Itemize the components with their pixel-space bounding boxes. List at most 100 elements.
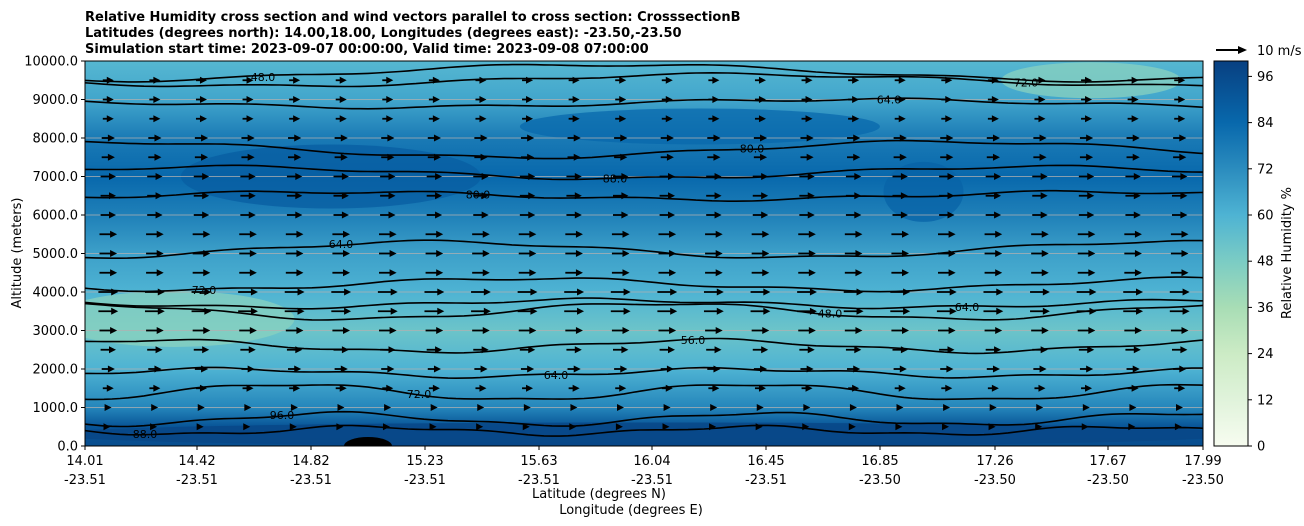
wind-vector bbox=[890, 288, 911, 296]
x-tick-label-longitude: -23.50 bbox=[1182, 473, 1224, 488]
wind-vector bbox=[332, 230, 351, 238]
wind-vector bbox=[474, 134, 488, 142]
wind-vector bbox=[566, 192, 582, 200]
quiver-key-arrow-head bbox=[1238, 46, 1247, 54]
colorbar-tick-label: 36 bbox=[1257, 301, 1274, 316]
wind-vector bbox=[893, 134, 907, 142]
wind-vector bbox=[144, 307, 165, 315]
wind-vector bbox=[193, 211, 210, 219]
wind-vector bbox=[708, 115, 720, 123]
wind-vector bbox=[193, 346, 210, 354]
wind-vector bbox=[848, 384, 860, 392]
wind-vector bbox=[100, 192, 116, 200]
wind-vector bbox=[566, 211, 582, 219]
wind-vector bbox=[614, 153, 628, 161]
wind-vector bbox=[941, 384, 953, 392]
wind-vector bbox=[426, 346, 443, 354]
wind-vector bbox=[473, 173, 489, 180]
wind-vector bbox=[101, 153, 115, 161]
wind-vector bbox=[151, 404, 159, 411]
wind-vector bbox=[1170, 327, 1189, 334]
contour-label: 64.0 bbox=[877, 94, 902, 107]
y-tick-label: 1000.0 bbox=[33, 401, 79, 416]
wind-vector bbox=[1124, 269, 1142, 277]
wind-vector bbox=[148, 134, 162, 142]
wind-vector bbox=[941, 76, 953, 84]
wind-vector bbox=[661, 96, 673, 103]
colorbar-tick-label: 60 bbox=[1257, 209, 1274, 224]
y-axis: 0.0 1000.0 2000.0 3000.0 4000.0 5000.0 6000.0 7… bbox=[24, 55, 85, 455]
wind-vector bbox=[100, 173, 116, 180]
wind-vector bbox=[518, 269, 537, 277]
x-tick-label-latitude: 14.82 bbox=[292, 454, 329, 469]
wind-vector bbox=[191, 307, 212, 315]
wind-vector bbox=[710, 404, 718, 411]
wind-vector bbox=[613, 192, 629, 200]
wind-vector bbox=[939, 192, 955, 200]
wind-vector bbox=[937, 230, 956, 238]
wind-vector bbox=[102, 96, 114, 103]
wind-vector bbox=[799, 173, 815, 180]
wind-vector bbox=[147, 192, 163, 200]
wind-vector bbox=[941, 115, 953, 123]
wind-vector bbox=[424, 288, 445, 296]
wind-vector bbox=[659, 211, 675, 219]
wind-vector bbox=[196, 423, 204, 431]
wind-vector bbox=[754, 96, 766, 103]
wind-vector bbox=[1127, 115, 1139, 123]
wind-vector bbox=[754, 76, 766, 84]
wind-vector bbox=[1173, 134, 1187, 142]
wind-vector bbox=[847, 134, 861, 142]
wind-vector bbox=[658, 327, 677, 334]
wind-vector bbox=[987, 96, 999, 103]
wind-vector bbox=[148, 365, 162, 373]
wind-vector bbox=[705, 230, 723, 238]
wind-vector bbox=[843, 307, 864, 315]
wind-vector bbox=[801, 96, 813, 103]
wind-vector bbox=[705, 269, 723, 277]
contour-label: 48.0 bbox=[251, 71, 276, 84]
wind-vector bbox=[424, 307, 445, 315]
x-tick-label-longitude: -23.50 bbox=[1087, 473, 1129, 488]
x-tick-label-latitude: 17.26 bbox=[976, 454, 1013, 469]
wind-vector bbox=[1078, 192, 1095, 200]
wind-vector bbox=[99, 230, 118, 238]
wind-vector bbox=[848, 76, 860, 84]
wind-vector bbox=[239, 230, 257, 238]
wind-vector bbox=[568, 384, 580, 392]
wind-vector bbox=[1033, 134, 1047, 142]
wind-vector bbox=[937, 327, 956, 334]
wind-vector bbox=[708, 384, 720, 392]
contour-line bbox=[85, 63, 1203, 83]
wind-vector bbox=[192, 250, 211, 257]
wind-vector bbox=[289, 96, 301, 103]
wind-vector bbox=[1125, 173, 1141, 180]
wind-vector bbox=[1125, 211, 1141, 219]
wind-vector bbox=[1031, 327, 1049, 334]
wind-vector bbox=[285, 327, 304, 334]
wind-vector bbox=[1032, 346, 1048, 354]
wind-vector bbox=[660, 134, 674, 142]
wind-vector bbox=[567, 365, 581, 373]
y-tick-label: 10000.0 bbox=[24, 55, 78, 70]
wind-vector bbox=[1034, 96, 1046, 103]
wind-vector bbox=[564, 288, 585, 296]
colorbar-label: Relative Humidity % bbox=[1280, 187, 1295, 319]
wind-vector bbox=[285, 269, 304, 277]
wind-vector bbox=[382, 384, 394, 392]
x-tick-label-latitude: 15.23 bbox=[406, 454, 443, 469]
wind-vector bbox=[660, 365, 674, 373]
wind-vector bbox=[847, 365, 861, 373]
wind-vector bbox=[565, 327, 583, 334]
wind-vector bbox=[244, 404, 252, 411]
wind-vector bbox=[803, 404, 811, 411]
wind-vector bbox=[425, 327, 444, 334]
wind-vector bbox=[98, 307, 119, 315]
wind-vector bbox=[471, 307, 491, 315]
wind-vector bbox=[568, 115, 580, 123]
wind-vector bbox=[243, 423, 251, 431]
wind-vector bbox=[706, 211, 722, 219]
contour-line bbox=[85, 97, 1203, 110]
wind-vector bbox=[1079, 365, 1094, 373]
horizontal-gridlines bbox=[85, 99, 1203, 408]
